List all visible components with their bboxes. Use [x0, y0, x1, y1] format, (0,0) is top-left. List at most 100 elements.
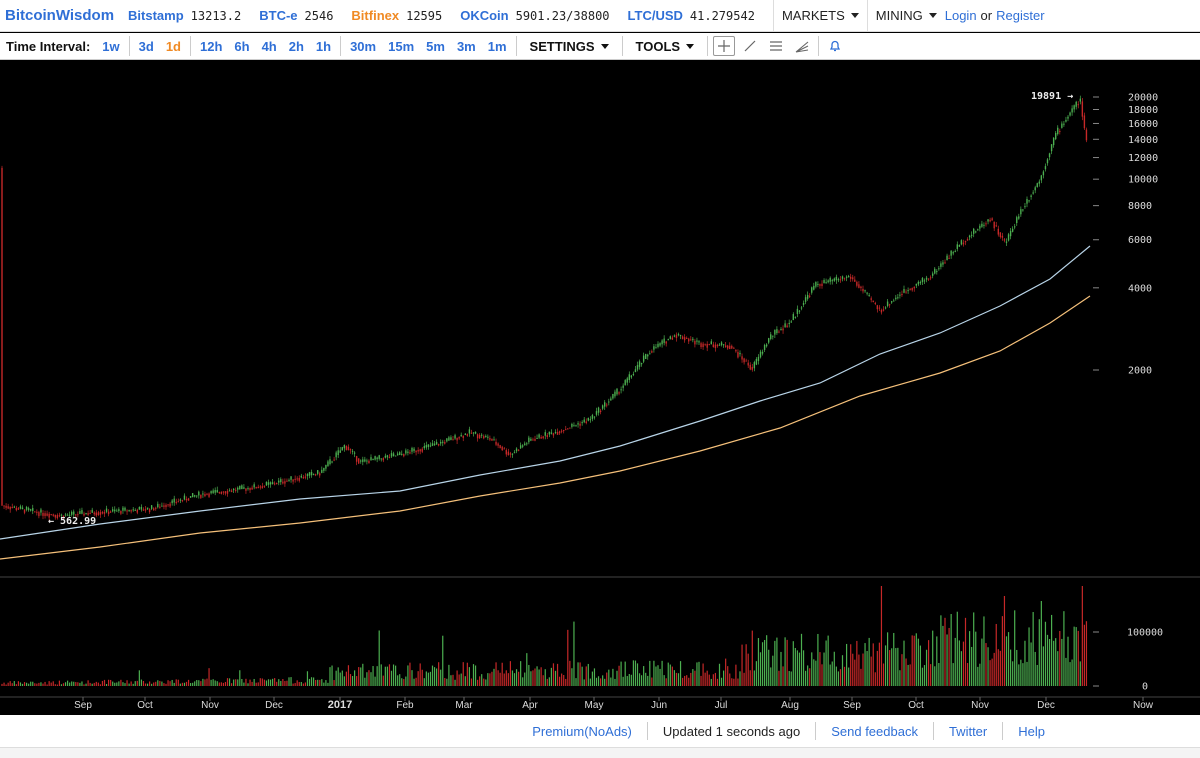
candle-body	[146, 507, 149, 510]
volume-bar	[618, 665, 620, 686]
login-link[interactable]: Login	[944, 8, 977, 23]
volume-bar	[351, 675, 354, 686]
send-feedback-link[interactable]: Send feedback	[831, 723, 918, 739]
volume-bar	[136, 680, 138, 686]
candle-body	[17, 508, 20, 510]
tools-dropdown[interactable]: TOOLS	[626, 39, 705, 54]
volume-bar	[222, 682, 224, 686]
volume-bar	[313, 677, 315, 686]
alert-bell-icon[interactable]	[824, 36, 846, 56]
candle-body	[218, 492, 220, 494]
interval-3m[interactable]: 3m	[456, 38, 476, 54]
interval-1m[interactable]: 1m	[487, 38, 507, 54]
market-bitfinex-name[interactable]: Bitfinex	[351, 8, 400, 23]
interval-3d[interactable]: 3d	[138, 38, 154, 54]
market-ltcusd-name[interactable]: LTC/USD	[627, 8, 683, 23]
chart-toolbar: Time Interval: 1w 3d 1d 12h 6h 4h 2h 1h …	[0, 33, 1200, 60]
volume-bar	[511, 670, 514, 686]
volume-bar	[60, 684, 63, 686]
register-link[interactable]: Register	[996, 8, 1045, 23]
settings-dropdown[interactable]: SETTINGS	[520, 39, 619, 54]
volume-bar	[345, 671, 347, 686]
candle-body	[153, 508, 155, 511]
volume-bar	[409, 662, 411, 686]
candle-body	[884, 307, 887, 309]
interval-1w[interactable]: 1w	[102, 38, 120, 54]
interval-4h[interactable]: 4h	[261, 38, 277, 54]
volume-bar	[450, 675, 452, 686]
candle-body	[763, 345, 766, 350]
volume-bar	[835, 666, 837, 686]
market-okcoin-name[interactable]: OKCoin	[460, 8, 509, 23]
candle-body	[872, 300, 874, 303]
candle-body	[1065, 119, 1067, 122]
interval-1d[interactable]: 1d	[165, 38, 181, 54]
market-btce-name[interactable]: BTC-e	[259, 8, 298, 23]
time-axis-label: Nov	[971, 700, 989, 711]
candle-body	[714, 344, 717, 349]
caret-down-icon	[928, 13, 937, 18]
trendline-icon[interactable]	[739, 36, 761, 56]
volume-bar	[720, 677, 723, 686]
candle-body	[927, 278, 930, 280]
candle-body	[85, 513, 87, 515]
volume-bar	[278, 679, 280, 686]
candle-body	[852, 277, 854, 280]
candle-body	[710, 341, 712, 345]
volume-bar	[895, 648, 897, 686]
candle-body	[1026, 198, 1028, 204]
candle-body	[411, 447, 413, 452]
brand-logo[interactable]: BitcoinWisdom	[5, 7, 115, 24]
candle-body	[456, 437, 458, 441]
interval-1h[interactable]: 1h	[315, 38, 332, 54]
interval-2h[interactable]: 2h	[288, 38, 304, 54]
candle-body	[321, 469, 323, 473]
volume-bar	[971, 646, 973, 686]
candle-body	[1030, 195, 1032, 197]
chart-canvas[interactable]: 2000018000160001400012000100008000600040…	[0, 61, 1200, 715]
interval-5m[interactable]: 5m	[426, 38, 445, 54]
volume-bar	[911, 635, 913, 686]
premium-link[interactable]: Premium(NoAds)	[532, 723, 632, 739]
candle-body	[7, 506, 9, 509]
candle-body	[651, 351, 653, 353]
market-bitstamp-name[interactable]: Bitstamp	[128, 8, 184, 23]
volume-bar	[938, 663, 940, 686]
twitter-link[interactable]: Twitter	[948, 723, 988, 739]
volume-bar	[899, 670, 901, 686]
volume-bar	[233, 679, 235, 686]
help-link[interactable]: Help	[1018, 723, 1045, 739]
volume-bar	[212, 679, 214, 686]
fan-icon[interactable]	[791, 36, 813, 56]
markets-menu[interactable]: MARKETS	[774, 8, 867, 23]
crosshair-icon[interactable]	[713, 36, 736, 56]
volume-bar	[497, 670, 499, 686]
candle-body	[806, 295, 809, 299]
volume-axis: 100000 0	[1093, 628, 1163, 693]
interval-15m[interactable]: 15m	[388, 38, 415, 54]
divider	[818, 36, 820, 56]
volume-bar	[67, 680, 69, 686]
candle-body	[657, 343, 659, 347]
volume-bar	[610, 677, 612, 686]
candle-body	[423, 446, 425, 449]
volume-bar	[122, 682, 124, 686]
volume-bar	[354, 670, 356, 686]
volume-bar	[448, 664, 450, 686]
volume-bar	[620, 661, 622, 686]
horizontal-lines-icon[interactable]	[765, 36, 787, 56]
interval-12h[interactable]: 12h	[199, 38, 223, 54]
candle-body	[825, 282, 827, 284]
candle-body	[210, 491, 212, 494]
volume-bar	[259, 678, 261, 686]
mining-menu[interactable]: MINING	[868, 8, 945, 23]
candle-body	[1063, 123, 1065, 125]
candle-body	[835, 276, 838, 281]
price-chart[interactable]: 20000 18000 16000 14000 12000 10000 8000 6000 40…	[0, 61, 1200, 715]
volume-bar	[1065, 657, 1067, 686]
time-axis-label: Sep	[74, 700, 92, 711]
interval-30m[interactable]: 30m	[350, 38, 377, 54]
interval-6h[interactable]: 6h	[234, 38, 250, 54]
candle-body	[669, 336, 671, 339]
volume-bar	[677, 673, 680, 686]
